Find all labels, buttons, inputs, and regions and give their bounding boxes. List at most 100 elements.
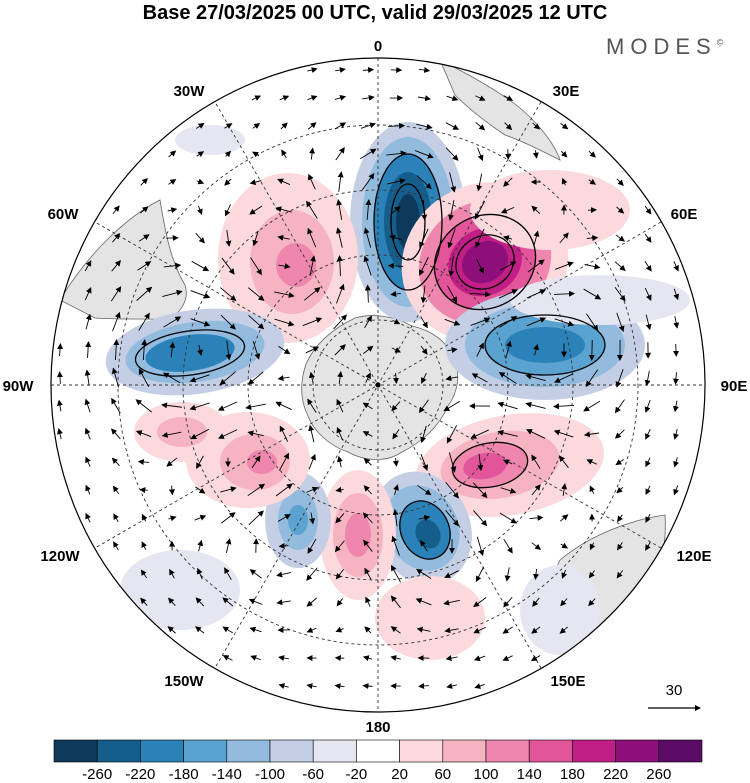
wind-arrow [616, 312, 625, 333]
wind-arrow [141, 541, 147, 551]
wind-arrow [443, 400, 461, 412]
wind-arrow [135, 399, 153, 413]
wind-arrow [302, 317, 323, 327]
wind-arrow [169, 341, 176, 358]
wind-arrow [526, 317, 547, 327]
wind-arrow [335, 147, 345, 161]
wind-arrow [419, 228, 429, 249]
wind-arrow [362, 94, 375, 101]
wind-arrow [278, 655, 289, 661]
wind-arrow [589, 485, 596, 494]
wind-arrow [248, 314, 265, 330]
lon-label-0: 0 [374, 38, 382, 55]
anomaly-center-12 [120, 125, 690, 660]
wind-arrow [334, 95, 347, 101]
wind-arrow [363, 485, 372, 495]
wind-arrow [306, 627, 317, 633]
wind-arrow [421, 200, 428, 221]
wind-arrow [222, 597, 234, 607]
wind-arrow [446, 425, 458, 444]
wind-arrow [472, 482, 488, 499]
wind-arrow [476, 258, 484, 274]
colorbar-tick-label: 220 [603, 766, 628, 783]
wind-arrow [306, 683, 317, 690]
wind-arrow [474, 683, 485, 689]
wind-arrow [335, 513, 345, 524]
wind-arrow [672, 372, 679, 385]
wind-arrow [560, 122, 569, 130]
colorbar-tick-label: -220 [125, 766, 155, 783]
wind-arrow [644, 233, 652, 243]
colorbar-swatch [485, 739, 530, 763]
wind-arrow [336, 426, 344, 441]
wind-arrow [248, 510, 264, 526]
wind-arrow [553, 290, 575, 297]
wind-arrow [361, 173, 375, 191]
wind-arrow [391, 535, 400, 556]
wind-arrow [335, 486, 344, 493]
wind-arrow [196, 205, 203, 216]
wind-arrow [84, 260, 92, 272]
wind-arrow [334, 122, 347, 130]
wind-arrow [251, 95, 262, 101]
wind-arrow [392, 429, 400, 440]
wind-arrow [84, 286, 92, 301]
wind-arrow [112, 233, 121, 243]
wind-arrow [614, 429, 625, 439]
wind-arrow [504, 149, 511, 160]
wind-arrow [360, 148, 377, 160]
wind-arrow [589, 542, 596, 551]
anomaly-center-10 [105, 308, 285, 396]
wind-arrow [248, 287, 265, 302]
wind-arrow [84, 369, 91, 386]
wind-arrow [526, 429, 546, 439]
wind-arrow [277, 375, 290, 382]
wind-arrow [57, 343, 64, 357]
wind-arrow [169, 568, 175, 579]
wind-arrow [644, 399, 651, 413]
wind-arrow [554, 318, 575, 327]
wind-arrow [248, 371, 264, 385]
wind-arrow [85, 456, 91, 467]
colorbar-tick-label: 180 [560, 766, 585, 783]
wind-arrow [390, 626, 401, 634]
wind-arrow [446, 95, 459, 102]
wind-arrow [391, 206, 401, 214]
wind-arrow [418, 399, 429, 414]
wind-arrow [362, 512, 373, 524]
wind-arrow [306, 567, 318, 581]
wind-arrow [195, 626, 205, 634]
wind-arrow [140, 177, 148, 186]
wind-arrow [502, 626, 513, 634]
wind-arrow [141, 513, 148, 522]
wind-arrow [220, 287, 237, 302]
wind-arrow [135, 430, 152, 438]
wind-arrow [420, 345, 428, 355]
wind-arrow [278, 683, 289, 689]
wind-arrow [275, 401, 292, 411]
wind-arrow [363, 539, 373, 552]
wind-arrow [248, 598, 263, 605]
wind-arrow [167, 626, 176, 634]
wind-arrow [337, 371, 344, 385]
wind-arrow [224, 150, 232, 158]
wind-arrow [308, 424, 315, 443]
wind-arrow [305, 346, 320, 354]
wind-arrow [531, 626, 541, 634]
wind-arrow [309, 512, 316, 525]
wind-arrow [532, 150, 539, 159]
lon-label-60e: 60E [671, 206, 698, 223]
wind-arrow [140, 206, 149, 214]
land-africa-tip [439, 59, 561, 161]
wind-arrow [391, 401, 401, 412]
wind-arrow [365, 199, 372, 221]
wind-arrow [362, 402, 373, 410]
colorbar-swatch [96, 739, 141, 763]
wind-arrow [336, 598, 344, 607]
wind-arrow [476, 342, 484, 357]
wind-arrow [645, 513, 651, 523]
wind-arrow [475, 95, 486, 101]
wind-arrow [307, 122, 317, 130]
wind-arrow [307, 67, 318, 73]
wind-arrow [196, 151, 205, 158]
